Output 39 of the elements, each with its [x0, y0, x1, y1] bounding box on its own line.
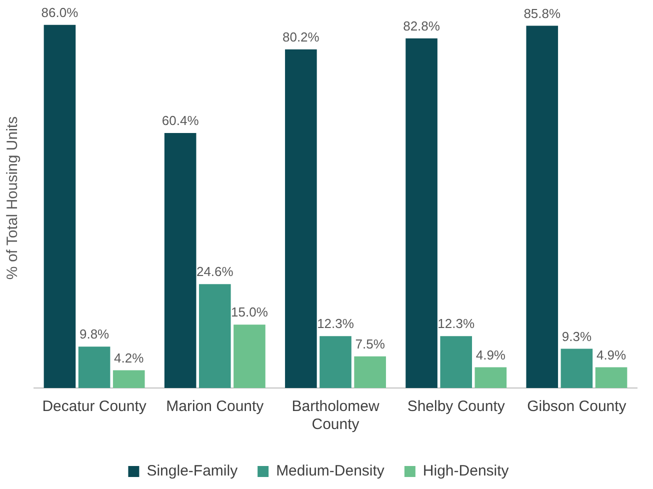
- data-label: 4.2%: [114, 350, 144, 366]
- data-label: 60.4%: [162, 113, 200, 128]
- bar: [474, 367, 507, 388]
- bar: [354, 356, 386, 388]
- legend-label: High-Density: [422, 462, 510, 480]
- bar: [112, 370, 145, 388]
- data-label: 82.8%: [403, 18, 440, 34]
- x-tick-label: Decatur County: [42, 398, 147, 416]
- bar: [440, 336, 472, 388]
- x-tick-label: Marion County: [166, 398, 264, 416]
- x-tick-label: Bartholomew County: [292, 398, 380, 434]
- bar: [595, 367, 628, 388]
- x-tick-label: Gibson County: [527, 398, 627, 416]
- data-label: 12.3%: [438, 316, 475, 332]
- bar: [198, 284, 231, 388]
- data-label: 86.0%: [41, 4, 79, 20]
- x-tick-label: Shelby County: [407, 398, 506, 416]
- bar: [526, 26, 558, 388]
- legend-label: Single-Family: [146, 462, 238, 480]
- bar: [164, 132, 196, 388]
- bar: [320, 336, 352, 388]
- data-label: 80.2%: [282, 29, 320, 44]
- data-label: 4.9%: [476, 347, 506, 362]
- data-label: 9.3%: [562, 328, 592, 344]
- bar: [78, 346, 110, 388]
- data-label: 85.8%: [524, 6, 561, 21]
- data-label: 9.8%: [79, 326, 110, 342]
- data-label: 7.5%: [355, 336, 386, 352]
- data-label: 24.6%: [196, 264, 234, 280]
- bar: [44, 24, 76, 388]
- bar: [285, 49, 317, 388]
- data-label: 4.9%: [596, 347, 627, 362]
- data-label: 15.0%: [231, 304, 268, 320]
- bar: [406, 38, 438, 388]
- data-label: 12.3%: [317, 316, 354, 332]
- bar: [560, 348, 593, 388]
- bar: [234, 324, 266, 388]
- y-axis-title: % of Total Housing Units: [4, 116, 22, 280]
- legend-label: Medium-Density: [276, 462, 385, 480]
